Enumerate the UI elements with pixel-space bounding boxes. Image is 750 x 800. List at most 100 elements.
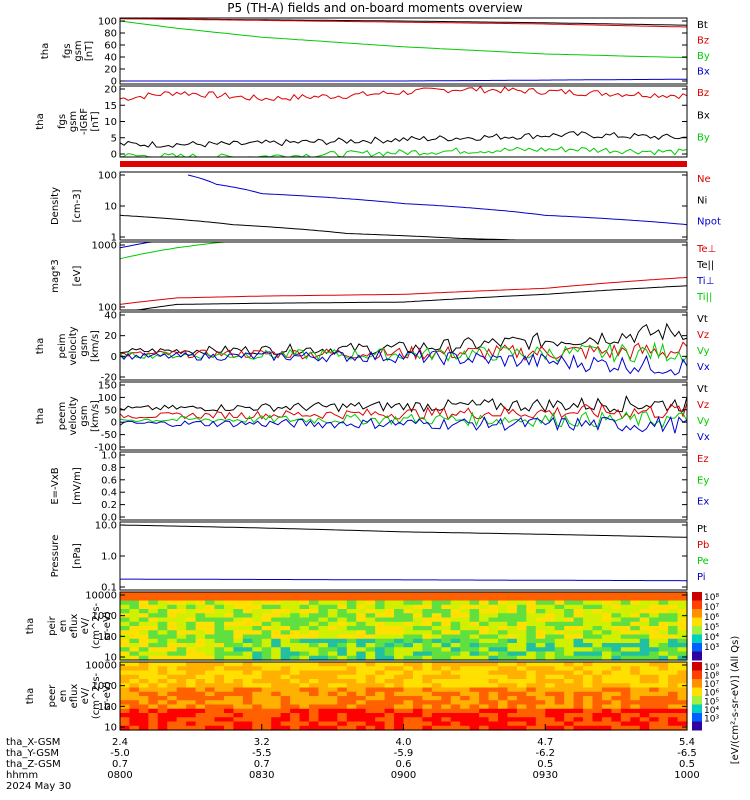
spectrogram-cell	[592, 613, 603, 619]
spectrogram-cell	[412, 674, 423, 680]
spectrogram-cell	[309, 638, 320, 644]
spectrogram-cell	[403, 666, 414, 672]
spectrogram-cell	[422, 704, 433, 710]
spectrogram-cell	[422, 708, 433, 714]
spectrogram-cell	[195, 626, 206, 631]
spectrogram-cell	[450, 643, 461, 648]
spectrogram-cell	[138, 713, 149, 718]
spectrogram-cell	[573, 651, 584, 657]
spectrogram-cell	[668, 592, 679, 597]
spectrogram-cell	[138, 600, 149, 606]
spectrogram-cell	[592, 674, 603, 680]
spectrogram-cell	[365, 647, 376, 653]
y-tick-label: 150	[98, 381, 117, 392]
spectrogram-cell	[252, 666, 263, 672]
spectrogram-cell	[630, 683, 641, 689]
spectrogram-cell	[309, 683, 320, 689]
spectrogram-cell	[242, 704, 253, 710]
spectrogram-cell	[120, 666, 131, 672]
spectrogram-cell	[488, 666, 499, 672]
spectrogram-cell	[280, 609, 291, 614]
spectrogram-cell	[195, 670, 206, 676]
spectrogram-cell	[280, 713, 291, 718]
spectrogram-cell	[384, 666, 395, 672]
spectrogram-cell	[460, 717, 471, 723]
y-axis-label-line: -IGRF	[79, 108, 90, 135]
spectrogram-cell	[309, 592, 320, 597]
spectrogram-cell	[280, 592, 291, 597]
series-line-blue	[119, 415, 688, 434]
spectrogram-cell	[479, 696, 490, 701]
spectrogram-cell	[649, 596, 660, 602]
spectrogram-cell	[412, 691, 423, 697]
spectrogram-cell	[186, 655, 197, 661]
spectrogram-cell	[214, 674, 225, 680]
spectrogram-cell	[327, 600, 338, 606]
spectrogram-cell	[507, 662, 518, 667]
spectrogram-cell	[252, 600, 263, 606]
spectrogram-cell	[356, 617, 367, 623]
spectrogram-cell	[592, 617, 603, 623]
spectrogram-cell	[601, 651, 612, 657]
spectrogram-cell	[214, 647, 225, 653]
spectrogram-cell	[412, 696, 423, 701]
spectrogram-cell	[611, 643, 622, 648]
spectrogram-cell	[271, 609, 282, 614]
y-tick-label: 80	[104, 29, 117, 40]
spectrogram-cell	[299, 700, 310, 706]
spectrogram-cell	[384, 704, 395, 710]
spectrogram-cell	[526, 696, 537, 701]
spectrogram-cell	[479, 704, 490, 710]
spectrogram-cell	[488, 604, 499, 610]
spectrogram-cell	[394, 634, 405, 640]
spectrogram-cell	[422, 651, 433, 657]
spectrogram-cell	[488, 674, 499, 680]
spectrogram-cell	[564, 704, 575, 710]
spectrogram-cell	[261, 621, 272, 627]
spectrogram-cell	[129, 651, 140, 657]
spectrogram-cell	[441, 651, 452, 657]
spectrogram-cell	[564, 725, 575, 731]
spectrogram-cell	[677, 626, 688, 631]
spectrogram-cell	[488, 704, 499, 710]
spectrogram-cell	[554, 687, 565, 693]
spectrogram-cell	[630, 674, 641, 680]
spectrogram-cell	[233, 674, 244, 680]
y-axis-label-line: mag*3	[50, 259, 61, 293]
spectrogram-cell	[431, 647, 442, 653]
spectrogram-cell	[186, 717, 197, 723]
legend-green: Vy	[697, 416, 710, 427]
spectrogram-cell	[403, 700, 414, 706]
spectrogram-cell	[337, 647, 348, 653]
spectrogram-cell	[658, 725, 669, 731]
colorbar-segment	[692, 662, 702, 671]
spectrogram-cell	[261, 647, 272, 653]
spectrogram-cell	[431, 704, 442, 710]
spectrogram-cell	[290, 725, 301, 731]
spectrogram-cell	[129, 696, 140, 701]
spectrogram-cell	[309, 630, 320, 636]
spectrogram-cell	[356, 670, 367, 676]
spectrogram-cell	[431, 613, 442, 619]
spectrogram-cell	[214, 626, 225, 631]
y-tick-label: 10	[104, 117, 117, 128]
spectrogram-cell	[573, 638, 584, 644]
spectrogram-cell	[573, 666, 584, 672]
spectrogram-cell	[365, 721, 376, 727]
spectrogram-cell	[668, 651, 679, 657]
spectrogram-cell	[422, 596, 433, 602]
spectrogram-cell	[176, 679, 187, 684]
spectrogram-cell	[422, 630, 433, 636]
spectrogram-cell	[337, 592, 348, 597]
spectrogram-cell	[327, 708, 338, 714]
spectrogram-cell	[242, 670, 253, 676]
spectrogram-cell	[271, 687, 282, 693]
spectrogram-cell	[120, 700, 131, 706]
spectrogram-cell	[564, 592, 575, 597]
spectrogram-cell	[601, 638, 612, 644]
spectrogram-cell	[639, 683, 650, 689]
spectrogram-cell	[601, 613, 612, 619]
spectrogram-cell	[223, 725, 234, 731]
colorbar-label: [eV/(cm²-s-sr-eV)] (All Qs)	[730, 636, 741, 765]
spectrogram-cell	[554, 670, 565, 676]
